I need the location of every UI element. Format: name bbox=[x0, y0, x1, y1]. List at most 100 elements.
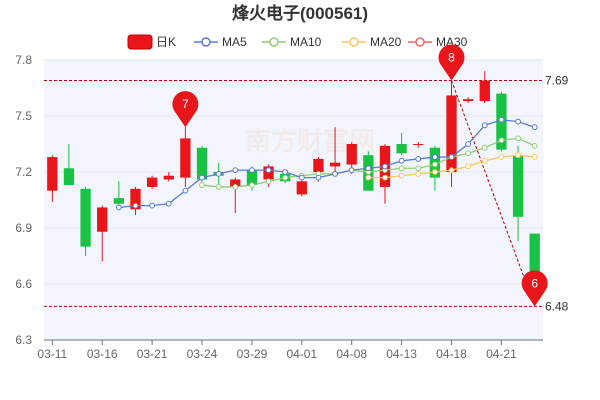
ma20-point bbox=[515, 152, 521, 159]
candle bbox=[130, 186, 141, 215]
legend-label: MA5 bbox=[222, 35, 247, 49]
candle bbox=[396, 132, 407, 156]
annotation-pins: 7 8 6 bbox=[172, 44, 548, 307]
candle-body bbox=[329, 162, 341, 167]
candle bbox=[462, 97, 474, 103]
ma10-point bbox=[515, 135, 521, 142]
candle-body bbox=[230, 179, 241, 187]
candle bbox=[146, 175, 158, 189]
annotation-pin bbox=[172, 91, 199, 128]
ma5-line bbox=[118, 119, 535, 209]
candle-body bbox=[196, 147, 208, 180]
plot-background bbox=[44, 60, 543, 340]
x-tick-label: 03-16 bbox=[87, 347, 118, 361]
high-low-connector bbox=[451, 80, 536, 307]
ma5-point bbox=[498, 116, 505, 123]
ma20-point bbox=[382, 174, 388, 181]
candle-body bbox=[146, 177, 158, 187]
candle-body bbox=[512, 155, 524, 217]
ma20-point bbox=[448, 167, 455, 174]
ma5-point bbox=[132, 202, 139, 209]
annotation-label: 7 bbox=[182, 97, 189, 111]
ma5-point bbox=[382, 163, 388, 170]
ma5-point bbox=[265, 167, 272, 174]
candle-body bbox=[462, 99, 474, 102]
ma10-point bbox=[481, 144, 488, 151]
ma5-point bbox=[149, 202, 156, 209]
candle bbox=[180, 127, 191, 187]
ma5-point bbox=[448, 154, 455, 160]
ma10-point bbox=[415, 165, 422, 172]
candle-body bbox=[479, 80, 490, 102]
ma5-point bbox=[115, 204, 122, 211]
ma10-point bbox=[265, 178, 272, 185]
reference-label: 7.69 bbox=[545, 74, 569, 88]
annotation-pin bbox=[521, 270, 548, 307]
legend-marker-icon bbox=[349, 37, 359, 47]
ma5-point bbox=[249, 167, 255, 174]
ma5-point bbox=[465, 141, 472, 147]
annotation-label: 6 bbox=[531, 276, 538, 290]
ma10-point bbox=[249, 182, 255, 188]
ma10-point bbox=[531, 142, 538, 149]
ma5-point bbox=[232, 167, 239, 174]
y-tick-label: 6.9 bbox=[15, 221, 32, 235]
candle bbox=[63, 144, 75, 186]
candle bbox=[80, 186, 91, 256]
ma20-point bbox=[398, 172, 405, 179]
ma5-point bbox=[365, 165, 372, 172]
x-tick-label: 04-08 bbox=[336, 347, 367, 361]
ma20-point bbox=[481, 157, 488, 164]
ma5-point bbox=[481, 122, 488, 129]
y-tick-label: 7.5 bbox=[15, 109, 32, 123]
candle-body bbox=[529, 233, 540, 299]
reference-label: 6.48 bbox=[545, 299, 569, 313]
ma10-point bbox=[199, 182, 205, 188]
ma5-point bbox=[165, 200, 172, 207]
x-tick-label: 03-29 bbox=[237, 347, 268, 361]
candle-body bbox=[446, 95, 457, 172]
candle-body bbox=[180, 138, 191, 178]
ma5-point bbox=[199, 174, 205, 181]
ma5-point bbox=[398, 157, 405, 164]
axes: 6.3 6.6 6.9 7.2 7.5 7.8 03-11 03-16 03-21 03-24 03… bbox=[15, 53, 543, 361]
candle bbox=[230, 177, 241, 214]
candle-body bbox=[47, 157, 58, 191]
x-tick-label: 04-18 bbox=[436, 347, 467, 361]
candle-body bbox=[97, 207, 108, 232]
ma-lines bbox=[115, 116, 538, 211]
x-tick-label: 04-21 bbox=[486, 347, 517, 361]
legend-item: MA10 bbox=[262, 35, 322, 49]
x-tick-label: 03-21 bbox=[137, 347, 168, 361]
ma5-point bbox=[348, 167, 355, 174]
ma5-point bbox=[515, 118, 521, 125]
ma10-point bbox=[398, 165, 405, 172]
ma20-point bbox=[498, 154, 505, 160]
y-tick-label: 7.2 bbox=[15, 165, 32, 179]
legend-candle-icon bbox=[127, 34, 153, 50]
x-tick-label: 03-11 bbox=[37, 347, 67, 361]
ma20-point bbox=[465, 163, 472, 170]
candle-body bbox=[296, 181, 307, 195]
candle bbox=[413, 142, 424, 148]
ma10-point bbox=[215, 184, 222, 190]
ma5-point bbox=[531, 124, 538, 131]
ma5-point bbox=[215, 170, 222, 177]
ma10-point bbox=[465, 150, 472, 157]
legend-label: MA20 bbox=[370, 35, 402, 49]
candle bbox=[113, 181, 125, 206]
candle-body bbox=[396, 144, 407, 154]
ma10-point bbox=[282, 174, 289, 181]
ma20-point bbox=[431, 169, 438, 175]
candle bbox=[47, 155, 58, 202]
legend-label: 日K bbox=[156, 35, 176, 49]
ma5-point bbox=[431, 154, 438, 160]
legend-item: MA30 bbox=[408, 35, 468, 49]
x-tick-label: 03-24 bbox=[187, 347, 218, 361]
legend-label: MA30 bbox=[436, 35, 468, 49]
ma5-point bbox=[282, 169, 289, 175]
annotation-pin bbox=[438, 44, 465, 81]
ma10-point bbox=[232, 184, 239, 190]
